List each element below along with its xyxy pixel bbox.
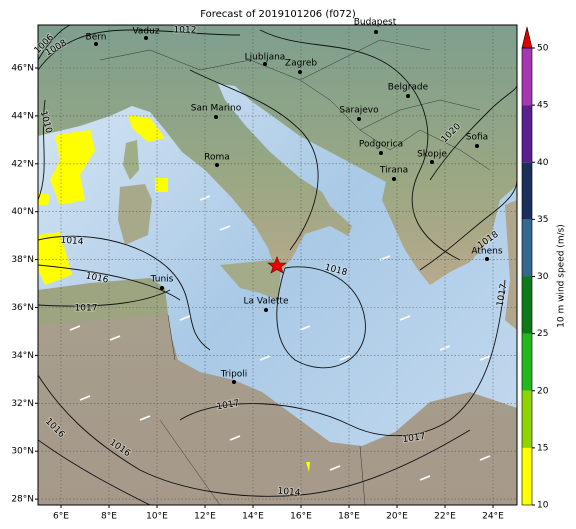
colorbar-tick-label: 50	[537, 44, 549, 54]
city-dot	[475, 144, 479, 148]
city-label: San Marino	[191, 104, 242, 114]
lon-tick-label: 18°E	[338, 512, 360, 522]
lon-tick-label: 14°E	[242, 512, 264, 522]
lat-tick-label: 40°N	[11, 207, 34, 217]
map-frame	[37, 24, 518, 506]
colorbar-tick-label: 40	[537, 158, 549, 168]
isobar-label: 1017	[75, 304, 98, 314]
isobar-label: 1014	[277, 487, 301, 499]
lat-tick-label: 44°N	[11, 111, 34, 121]
city-dot	[263, 62, 267, 66]
colorbar-tick-label: 15	[537, 443, 548, 453]
city-dot	[430, 160, 434, 164]
city-label: Budapest	[354, 18, 397, 28]
city-dot	[298, 70, 302, 74]
colorbar-segment	[522, 333, 532, 391]
lon-tick-label: 20°E	[386, 512, 408, 522]
map-background	[38, 25, 517, 505]
lat-tick-label: 34°N	[11, 351, 34, 361]
city-dot	[379, 151, 383, 155]
city-label: La Valette	[244, 297, 289, 307]
city-dot	[374, 30, 378, 34]
lon-tick-label: 16°E	[290, 512, 312, 522]
city-label: Tripoli	[220, 370, 248, 380]
city-dot	[160, 286, 164, 290]
city-label: Tirana	[379, 166, 408, 176]
colorbar-tick-label: 30	[537, 272, 549, 282]
lon-tick-label: 24°E	[482, 512, 504, 522]
lat-tick-label: 36°N	[11, 303, 34, 313]
colorbar-tick-label: 25	[537, 329, 548, 339]
colorbar-segment	[522, 447, 532, 505]
colorbar-extend	[521, 26, 533, 49]
lon-tick-label: 10°E	[146, 512, 168, 522]
lat-tick-label: 38°N	[11, 255, 34, 265]
city-dot	[357, 117, 361, 121]
lat-tick-label: 30°N	[11, 447, 34, 457]
lon-tick-label: 12°E	[194, 512, 216, 522]
map-title: Forecast of 2019101206 (f072)	[200, 9, 356, 20]
lon-tick-label: 8°E	[101, 512, 117, 522]
colorbar-segment	[522, 390, 532, 448]
colorbar-segment	[522, 162, 532, 220]
colorbar-tick-label: 20	[537, 386, 549, 396]
lon-tick-label: 22°E	[434, 512, 456, 522]
city-label: Ljubljana	[245, 53, 286, 63]
isobar-label: 1017	[402, 432, 426, 445]
colorbar-tick-label: 35	[537, 215, 548, 225]
lon-tick-label: 6°E	[53, 512, 69, 522]
city-label: Skopje	[417, 150, 447, 160]
city-label: Tunis	[150, 275, 174, 285]
city-label: Zagreb	[285, 59, 317, 69]
colorbar-segment	[522, 276, 532, 334]
city-dot	[392, 177, 396, 181]
lat-tick-label: 32°N	[11, 399, 34, 409]
lat-tick-label: 28°N	[11, 495, 34, 505]
city-dot	[232, 380, 236, 384]
city-label: Roma	[204, 153, 230, 163]
city-label: Podgorica	[359, 140, 403, 150]
colorbar-tick-label: 45	[537, 101, 548, 111]
city-dot	[94, 42, 98, 46]
city-dot	[485, 257, 489, 261]
city-dot	[406, 94, 410, 98]
isobar-label: 1012	[174, 26, 197, 36]
city-dot	[264, 308, 268, 312]
colorbar-segment	[522, 48, 532, 106]
city-dot	[215, 163, 219, 167]
colorbar-segment	[522, 219, 532, 277]
city-label: Sarajevo	[339, 106, 379, 116]
city-label: Belgrade	[388, 83, 429, 93]
isobar-label: 1014	[60, 236, 84, 248]
colorbar-label: 10 m wind speed (m/s)	[557, 224, 567, 328]
city-dot	[214, 115, 218, 119]
city-label: Athens	[471, 247, 502, 257]
lat-tick-label: 42°N	[11, 159, 34, 169]
colorbar-segment	[522, 105, 532, 163]
city-label: Sofia	[466, 133, 488, 143]
city-label: Bern	[86, 33, 107, 43]
city-label: Vaduz	[132, 27, 159, 37]
lat-tick-label: 46°N	[11, 64, 34, 74]
city-dot	[144, 36, 148, 40]
colorbar-tick-label: 10	[537, 501, 549, 511]
